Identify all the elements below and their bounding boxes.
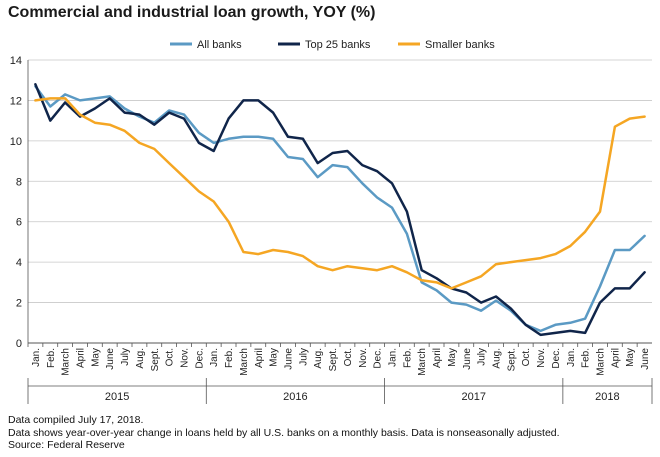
x-tick-label: March [239,348,250,376]
x-tick-label: Dec. [373,348,384,369]
legend: All banks Top 25 banks Smaller banks [170,39,495,51]
x-tick-label: March [61,348,72,376]
x-tick-label: June [284,348,295,370]
y-tick-label: 8 [16,176,22,188]
y-tick-label: 14 [10,55,22,67]
x-tick-label: Aug. [135,348,146,369]
x-tick-label: May [90,348,101,367]
y-tick-label: 0 [16,338,22,350]
x-tick-label: March [417,348,428,376]
x-tick-label: Oct. [343,348,354,366]
x-tick-label: Sept. [506,348,517,371]
y-tick-label: 2 [16,298,22,310]
y-axis: 0 2 4 6 8 10 12 14 [10,55,29,350]
y-tick-label: 4 [16,257,22,269]
x-tick-label: July [477,348,488,366]
x-tick-label: Jan. [388,348,399,367]
x-tick-label: Nov. [536,348,547,368]
y-tick-label: 12 [10,95,22,107]
x-tick-label: June [105,348,116,370]
year-label: 2018 [595,391,619,403]
x-tick-label: Sept. [150,348,161,371]
x-tick-label: Aug. [492,348,503,369]
x-tick-label: Oct. [165,348,176,366]
year-label: 2015 [105,391,129,403]
series-layer [34,83,646,337]
y-tick-label: 6 [16,217,22,229]
x-tick-label: July [298,348,309,366]
x-tick-label: May [269,348,280,367]
chart-title: Commercial and industrial loan growth, Y… [8,4,376,21]
series-line-all-banks [34,85,646,333]
series-line-top-25-banks [34,83,646,337]
x-tick-label: Jan. [209,348,220,367]
x-tick-label: Nov. [180,348,191,368]
footer-compiled-note: Data compiled July 17, 2018. [8,414,144,426]
x-tick-label: Aug. [313,348,324,369]
x-tick-label: Feb. [402,348,413,368]
x-tick-label: Oct. [521,348,532,366]
x-tick-label: April [610,348,621,368]
x-tick-label: June [640,348,651,370]
footer-source-note: Source: Federal Reserve [8,439,125,451]
x-tick-label: July [120,348,131,366]
x-tick-label: Sept. [328,348,339,371]
x-tick-label: April [432,348,443,368]
grid-layer [28,59,652,344]
x-tick-label: Feb. [581,348,592,368]
x-tick-label: Dec. [551,348,562,369]
x-tick-label: Feb. [46,348,57,368]
legend-label-smaller-banks: Smaller banks [425,39,495,51]
x-tick-label: April [254,348,265,368]
x-tick-label: Jan. [566,348,577,367]
series-line-smaller-banks [34,97,646,290]
x-tick-label: June [462,348,473,370]
y-tick-label: 10 [10,136,22,148]
x-tick-label: Jan. [31,348,42,367]
x-tick-label: Feb. [224,348,235,368]
year-label: 2017 [461,391,485,403]
x-tick-label: Dec. [194,348,205,369]
x-tick-label: April [76,348,87,368]
x-tick-label: Nov. [358,348,369,368]
x-axis: Jan. Feb. March April May June July Aug. Sept. Oc… [27,343,653,404]
x-tick-label: March [596,348,607,376]
x-tick-label: May [447,348,458,367]
x-tick-label: May [625,348,636,367]
footer-description-note: Data shows year-over-year change in loan… [8,426,560,439]
legend-label-all-banks: All banks [197,39,242,51]
year-label: 2016 [283,391,307,403]
legend-label-top-25-banks: Top 25 banks [305,39,371,51]
footer: Data compiled July 17, 2018. Data shows … [8,414,560,452]
